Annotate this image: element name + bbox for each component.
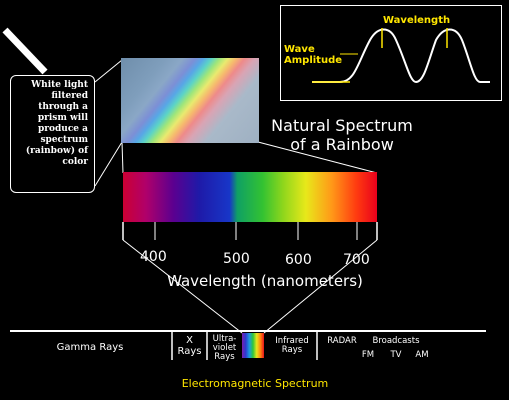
natural-spectrum-title: Natural Spectrum of a Rainbow [271, 116, 413, 154]
wave-amplitude-label: Wave Amplitude [284, 44, 343, 66]
em-label-broadcasts: Broadcasts [372, 336, 420, 346]
note-connector-bottom [94, 141, 123, 187]
note-connector-top [94, 59, 123, 83]
wavelength-axis-title: Wavelength (nanometers) [167, 272, 363, 290]
tick-label-600: 600 [285, 252, 312, 268]
funnel-right [263, 239, 378, 334]
em-label-xrays: X Rays [177, 335, 202, 357]
electromagnetic-spectrum-title: Electromagnetic Spectrum [181, 377, 329, 390]
photo-connector-right [257, 141, 378, 174]
photo-connector-left [121, 141, 124, 174]
tick-label-500: 500 [223, 251, 250, 267]
prism-note: White light filtered through a prism wil… [10, 75, 95, 193]
em-visible-band [242, 333, 264, 358]
em-label-radar: RADAR [327, 336, 357, 346]
rainbow-photo [121, 58, 259, 143]
em-label-infrared: Infrared Rays [275, 336, 309, 355]
wavelength-label: Wavelength [383, 15, 451, 26]
white-light-beam [2, 27, 48, 75]
em-label-tv: TV [390, 350, 402, 360]
funnel-left [122, 239, 243, 334]
em-label-am: AM [415, 350, 429, 360]
tick-label-400: 400 [140, 249, 167, 265]
em-label-gamma: Gamma Rays [56, 342, 124, 353]
tick-label-700: 700 [343, 252, 370, 268]
em-label-ultraviolet: Ultra-violet Rays [212, 334, 237, 362]
visible-spectrum-bar [123, 172, 377, 222]
em-label-fm: FM [361, 350, 375, 360]
wave-curve [312, 28, 490, 84]
wave-diagram-box [280, 5, 502, 101]
